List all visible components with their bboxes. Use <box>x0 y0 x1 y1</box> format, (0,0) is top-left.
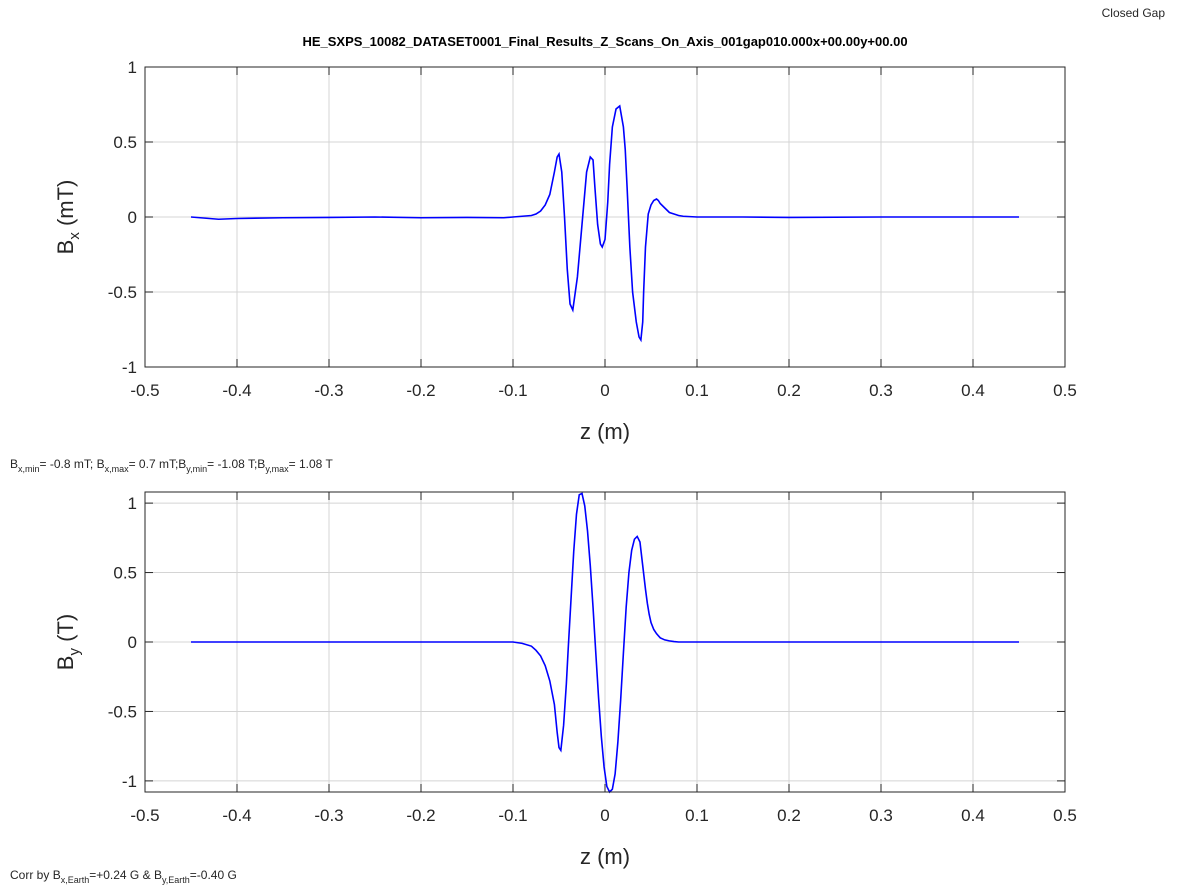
top-plot: HE_SXPS_10082_DATASET0001_Final_Results_… <box>53 34 1077 444</box>
top-plot-x-tick-label: -0.1 <box>498 381 527 400</box>
bottom-plot-x-tick-label: 0.1 <box>685 806 709 825</box>
top-plot-frame <box>144 66 1066 368</box>
earth-field-correction-note: Corr by Bx,Earth=+0.24 G & By,Earth=-0.4… <box>10 868 237 885</box>
bottom-plot-frame <box>144 491 1066 793</box>
bottom-plot-x-tick-label: 0.4 <box>961 806 985 825</box>
top-plot-x-tick-label: 0 <box>600 381 609 400</box>
field-extrema-line: Bx,min= -0.8 mT; Bx,max= 0.7 mT;By,min= … <box>10 457 333 474</box>
top-plot-x-tick-label: -0.4 <box>222 381 251 400</box>
bottom-plot-y-tick-label: -1 <box>122 772 137 791</box>
top-plot-y-axis-unit: (mT) <box>53 180 78 233</box>
top-plot-x-ticks: -0.5 -0.4 -0.3 -0.2 -0.1 0 0.1 0.2 0.3 0.4 0.5 <box>130 67 1077 400</box>
top-plot-series-line <box>190 104 1019 343</box>
top-plot-y-axis-subscript: x <box>66 232 83 240</box>
top-plot-title: HE_SXPS_10082_DATASET0001_Final_Results_… <box>302 34 907 49</box>
bottom-plot: -0.5 -0.4 -0.3 -0.2 -0.1 0 0.1 0.2 0.3 0.4 0.5 -1-… <box>53 491 1077 869</box>
bottom-plot-y-tick-label: 0.5 <box>113 564 137 583</box>
by-max-symbol: B <box>257 457 265 471</box>
bottom-plot-y-axis-subscript: y <box>66 648 83 656</box>
by-earth-value: =-0.40 G <box>190 868 237 882</box>
top-plot-x-tick-label: 0.5 <box>1053 381 1077 400</box>
top-plot-y-tick-label: 0 <box>128 208 137 227</box>
by-max-value: = 1.08 T <box>289 457 334 471</box>
bottom-plot-y-axis-unit: (T) <box>53 614 78 648</box>
top-plot-x-tick-label: -0.5 <box>130 381 159 400</box>
top-plot-x-tick-label: 0.2 <box>777 381 801 400</box>
bx-min-symbol: B <box>10 457 18 471</box>
bx-min-value: = -0.8 mT; <box>40 457 97 471</box>
bottom-plot-y-axis-symbol: B <box>53 656 78 671</box>
top-plot-y-axis-label: Bx (mT) <box>53 180 83 255</box>
top-plot-y-axis-symbol: B <box>53 240 78 255</box>
top-plot-x-axis-label: z (m) <box>580 419 630 444</box>
by-earth-subscript: y,Earth <box>162 875 190 885</box>
top-plot-x-tick-label: -0.2 <box>406 381 435 400</box>
by-min-subscript: y,min <box>186 464 207 474</box>
bottom-plot-y-tick-label: -0.5 <box>108 702 137 721</box>
top-plot-y-tick-label: 1 <box>128 58 137 77</box>
bottom-plot-y-tick-label: 1 <box>128 494 137 513</box>
footer-prefix: Corr by <box>10 868 53 882</box>
top-plot-x-tick-label: -0.3 <box>314 381 343 400</box>
by-max-subscript: y,max <box>265 464 289 474</box>
corner-label: Closed Gap <box>1102 6 1166 20</box>
by-min-value: = -1.08 T; <box>207 457 257 471</box>
bottom-plot-x-tick-label: 0 <box>600 806 609 825</box>
top-plot-x-tick-label: 0.1 <box>685 381 709 400</box>
bottom-plot-x-tick-label: -0.1 <box>498 806 527 825</box>
bottom-plot-x-tick-label: 0.5 <box>1053 806 1077 825</box>
bottom-plot-x-tick-label: -0.5 <box>130 806 159 825</box>
bottom-plot-x-ticks: -0.5 -0.4 -0.3 -0.2 -0.1 0 0.1 0.2 0.3 0.4 0.5 <box>130 492 1077 825</box>
bx-max-subscript: x,max <box>105 464 130 474</box>
top-plot-y-tick-label: -0.5 <box>108 283 137 302</box>
bx-max-symbol: B <box>97 457 105 471</box>
bx-earth-subscript: x,Earth <box>61 875 90 885</box>
by-min-symbol: B <box>178 457 186 471</box>
top-plot-y-tick-label: 0.5 <box>113 133 137 152</box>
bottom-plot-x-tick-label: 0.3 <box>869 806 893 825</box>
bottom-plot-series-line <box>191 492 1019 794</box>
bottom-plot-x-tick-label: -0.2 <box>406 806 435 825</box>
bx-earth-symbol: B <box>53 868 61 882</box>
top-plot-x-tick-label: 0.3 <box>869 381 893 400</box>
bottom-plot-y-axis-label: By (T) <box>53 614 83 670</box>
by-earth-symbol: B <box>154 868 162 882</box>
top-plot-y-tick-label: -1 <box>122 358 137 377</box>
bottom-plot-x-tick-label: 0.2 <box>777 806 801 825</box>
bx-max-value: = 0.7 mT; <box>129 457 179 471</box>
bottom-plot-x-axis-label: z (m) <box>580 844 630 869</box>
bottom-plot-y-ticks: -1 -0.5 0 0.5 1 <box>108 494 1065 791</box>
bx-min-subscript: x,min <box>18 464 40 474</box>
bottom-plot-x-tick-label: -0.3 <box>314 806 343 825</box>
bottom-plot-y-tick-label: 0 <box>128 633 137 652</box>
bottom-plot-x-tick-label: -0.4 <box>222 806 251 825</box>
bx-earth-value: =+0.24 G & <box>89 868 154 882</box>
top-plot-x-tick-label: 0.4 <box>961 381 985 400</box>
